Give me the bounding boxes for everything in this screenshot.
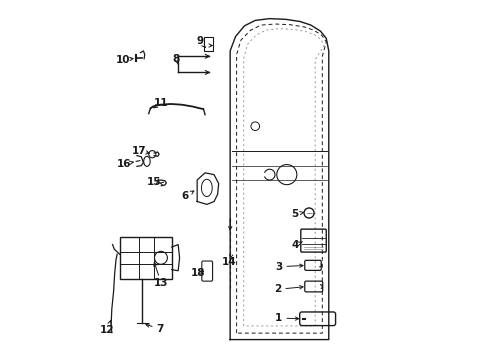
- Text: 10: 10: [115, 55, 129, 65]
- Bar: [204, 37, 213, 51]
- Text: 5: 5: [290, 209, 298, 219]
- Text: 17: 17: [131, 145, 146, 156]
- Text: 3: 3: [274, 262, 282, 272]
- Text: 12: 12: [100, 325, 115, 335]
- Text: 15: 15: [146, 177, 161, 187]
- Text: 8: 8: [172, 54, 180, 64]
- Text: 16: 16: [117, 159, 131, 169]
- Text: 11: 11: [154, 98, 168, 108]
- Text: 14: 14: [222, 257, 236, 267]
- Text: 2: 2: [273, 284, 281, 294]
- Bar: [120, 237, 171, 279]
- Text: 1: 1: [274, 313, 282, 323]
- Text: 9: 9: [196, 36, 203, 46]
- Text: 4: 4: [290, 240, 298, 250]
- Text: 13: 13: [154, 278, 168, 288]
- Text: 7: 7: [156, 324, 163, 334]
- Text: 6: 6: [182, 191, 188, 201]
- Text: 18: 18: [190, 268, 204, 278]
